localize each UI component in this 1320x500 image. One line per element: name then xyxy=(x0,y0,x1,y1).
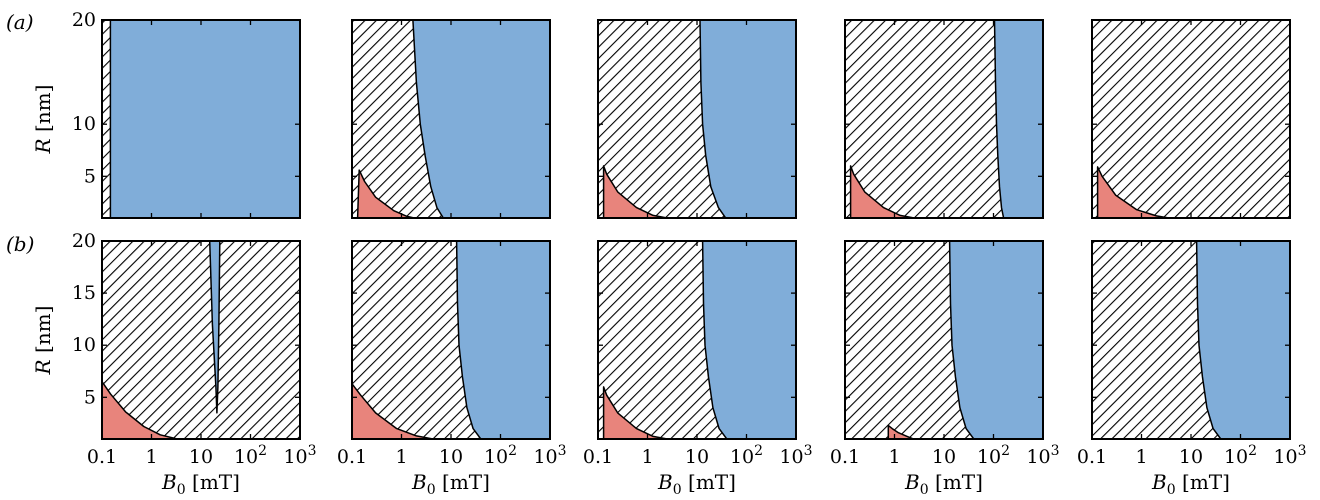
x-tick-label: 103 xyxy=(1273,443,1306,468)
hatched-region xyxy=(102,241,300,439)
x-tick-label: 103 xyxy=(533,443,566,468)
panel-r1-c2 xyxy=(351,19,551,219)
blue-region xyxy=(948,241,1043,439)
blue-region xyxy=(455,241,550,439)
panel-r2-c5: 0.1 1 10 102 103 B0 [mT] xyxy=(1077,240,1307,498)
x-tick-label: 102 xyxy=(484,443,517,468)
x-axis-label: B0 [mT] xyxy=(1151,470,1230,498)
x-tick-label: 0.1 xyxy=(337,446,367,468)
blue-region xyxy=(1195,241,1290,439)
x-tick-label: 1 xyxy=(888,446,900,468)
panel-r1-c3 xyxy=(597,19,797,219)
x-tick-label: 102 xyxy=(730,443,763,468)
x-tick-label: 0.1 xyxy=(830,446,860,468)
x-axis-label: B0 [mT] xyxy=(411,470,490,498)
y-axis-label: R [nm] xyxy=(31,85,55,155)
x-tick-label: 102 xyxy=(234,443,267,468)
x-tick-label: 0.1 xyxy=(583,446,613,468)
y-tick-label: 5 xyxy=(84,386,96,408)
panel-r1-c1: 5 10 20 R [nm] xyxy=(31,9,301,219)
x-tick-label: 103 xyxy=(779,443,812,468)
x-tick-label: 10 xyxy=(1179,446,1203,468)
x-tick-label: 103 xyxy=(1026,443,1059,468)
blue-region xyxy=(993,20,1043,218)
blue-region xyxy=(109,20,300,218)
x-tick-label: 102 xyxy=(977,443,1010,468)
panel-r2-c1: 5 10 15 20 R [nm] 0.1 1 10 102 103 B0 [mT] xyxy=(31,230,317,498)
y-tick-label: 15 xyxy=(72,282,96,304)
panel-r2-c2: 0.1 1 10 102 103 B0 [mT] xyxy=(337,240,567,498)
x-tick-label: 10 xyxy=(189,446,213,468)
x-axis-label: B0 [mT] xyxy=(161,470,240,498)
x-axis-label: B0 [mT] xyxy=(904,470,983,498)
x-tick-label: 10 xyxy=(932,446,956,468)
x-tick-label: 10 xyxy=(685,446,709,468)
x-tick-label: 0.1 xyxy=(87,446,117,468)
y-tick-label: 20 xyxy=(72,230,96,252)
y-tick-label: 10 xyxy=(72,334,96,356)
x-axis-label: B0 [mT] xyxy=(657,470,736,498)
hatched-region xyxy=(1092,20,1290,218)
blue-region xyxy=(699,20,796,218)
blue-region xyxy=(701,241,796,439)
panel-r2-c4: 0.1 1 10 102 103 B0 [mT] xyxy=(830,240,1060,498)
row-label-a: (a) xyxy=(6,10,34,34)
y-tick-label: 20 xyxy=(72,9,96,31)
panel-r1-c4 xyxy=(844,19,1044,219)
y-tick-label: 5 xyxy=(84,165,96,187)
x-tick-label: 1 xyxy=(395,446,407,468)
x-tick-label: 0.1 xyxy=(1077,446,1107,468)
x-tick-label: 10 xyxy=(439,446,463,468)
y-axis-label: R [nm] xyxy=(31,306,55,376)
x-tick-label: 1 xyxy=(145,446,157,468)
y-tick-label: 10 xyxy=(72,113,96,135)
blue-region xyxy=(208,241,221,414)
panel-r2-c3: 0.1 1 10 102 103 B0 [mT] xyxy=(583,240,813,498)
x-tick-label: 1 xyxy=(641,446,653,468)
row-label-b: (b) xyxy=(6,232,34,256)
x-tick-label: 102 xyxy=(1224,443,1257,468)
panel-r1-c5 xyxy=(1091,19,1291,219)
blue-region xyxy=(412,20,550,218)
x-tick-label: 103 xyxy=(283,443,316,468)
x-tick-label: 1 xyxy=(1135,446,1147,468)
